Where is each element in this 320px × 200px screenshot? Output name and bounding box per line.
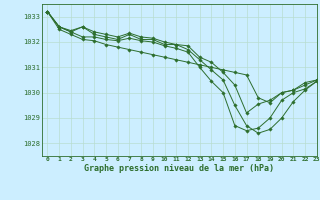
X-axis label: Graphe pression niveau de la mer (hPa): Graphe pression niveau de la mer (hPa) [84,164,274,173]
